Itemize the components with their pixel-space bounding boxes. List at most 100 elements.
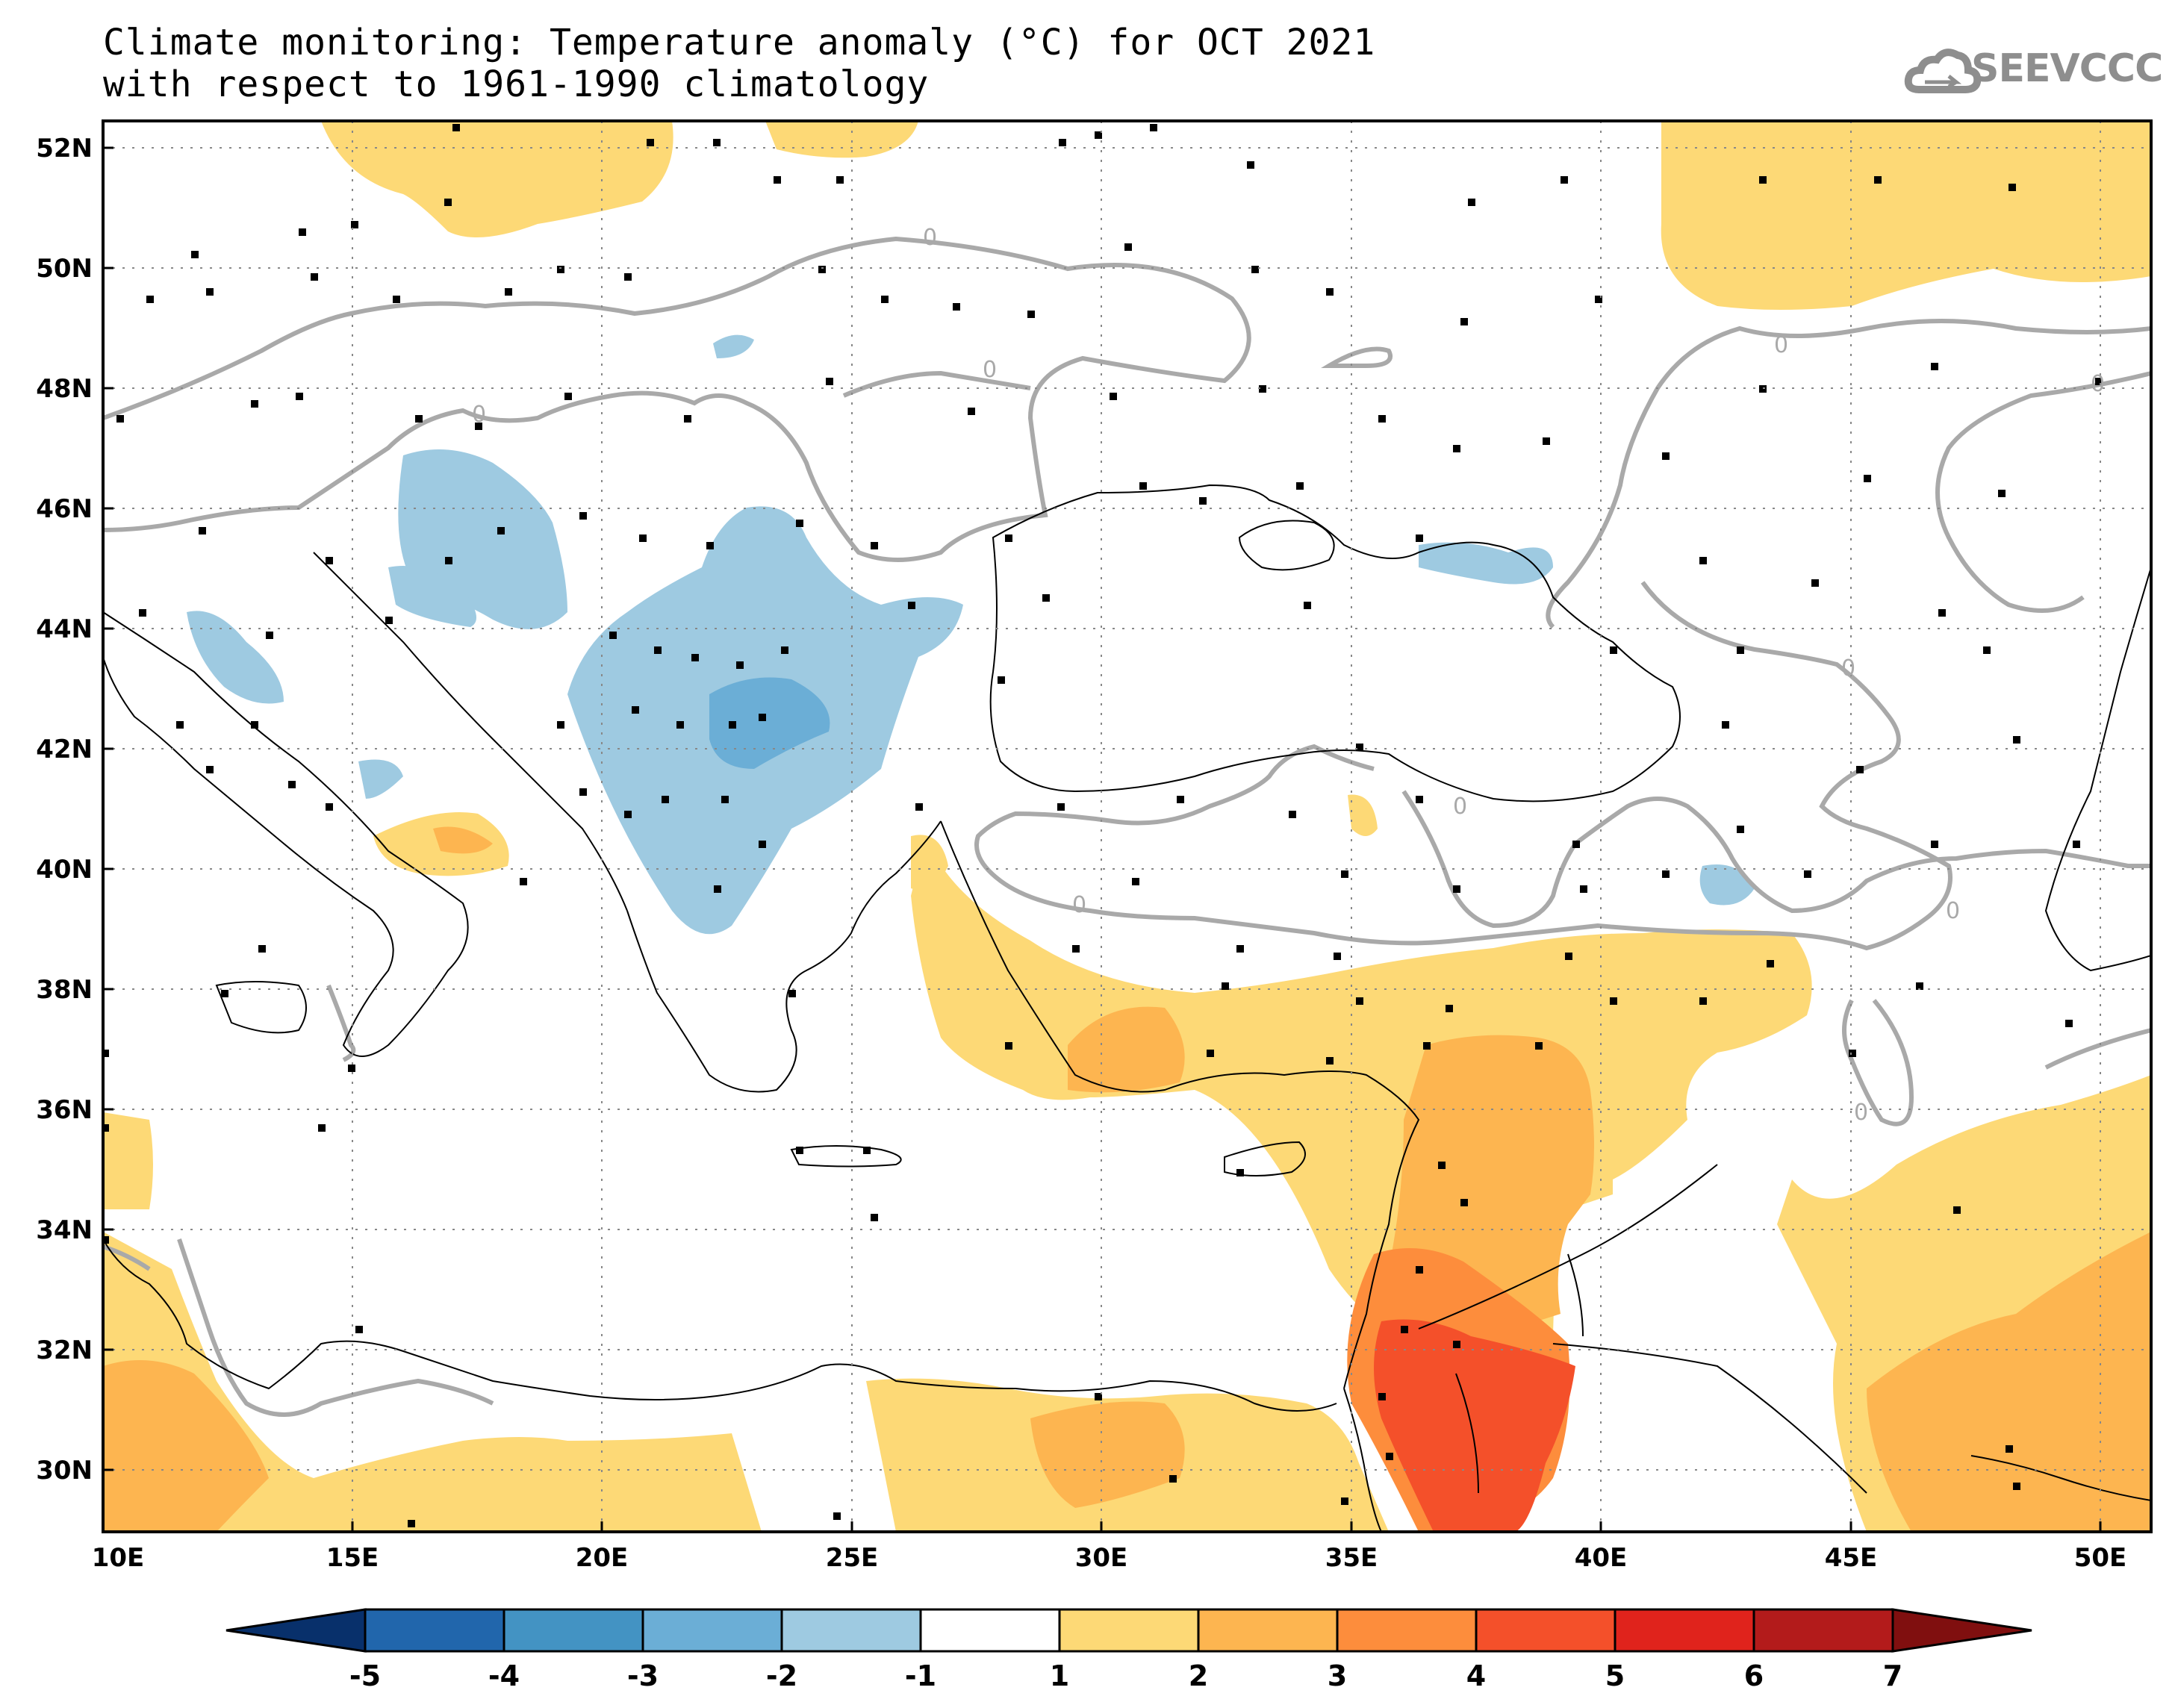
colorbar-box [919, 1608, 1061, 1653]
station-marker [557, 721, 564, 729]
colorbar-box [1197, 1608, 1339, 1653]
station-marker [639, 534, 647, 542]
station-marker [1095, 1393, 1102, 1400]
station-marker [1468, 199, 1475, 206]
station-marker [355, 1326, 363, 1333]
contour-label: 0 [1774, 332, 1788, 358]
station-marker [1446, 1005, 1453, 1012]
crete-coast [790, 1145, 902, 1168]
lon-tick-label: 35E [1325, 1543, 1378, 1573]
station-marker [647, 139, 654, 146]
colorbar-label: 2 [1189, 1659, 1208, 1692]
colorbar [225, 1608, 2032, 1653]
station-marker [1565, 953, 1572, 960]
station-marker [1561, 176, 1568, 184]
greece-coast [626, 820, 942, 1093]
station-marker [788, 990, 796, 997]
station-marker [662, 796, 669, 803]
contour-line [1321, 346, 1393, 368]
station-marker [475, 423, 482, 430]
warm4-region-jordan [1374, 1319, 1575, 1532]
adriatic-coast [313, 552, 628, 911]
cool2-region-serbia [709, 677, 830, 769]
station-marker [968, 408, 975, 415]
station-marker [1699, 997, 1707, 1005]
station-marker [1356, 997, 1363, 1005]
colorbar-arrow-left [225, 1608, 367, 1653]
station-marker [796, 1147, 803, 1154]
contour-label: 0 [1854, 1100, 1868, 1126]
lon-tick-label: 30E [1075, 1543, 1128, 1573]
lat-tick-label: 44N [36, 614, 93, 644]
station-marker [1378, 415, 1386, 423]
station-marker [326, 803, 333, 811]
station-marker [103, 1050, 109, 1057]
station-marker [706, 542, 714, 549]
station-marker [408, 1520, 415, 1527]
station-marker [1953, 1206, 1961, 1214]
station-marker [326, 557, 333, 564]
station-marker [998, 676, 1005, 684]
station-marker [826, 378, 833, 385]
persian-gulf-coast [1970, 1455, 2151, 1501]
station-marker [713, 139, 721, 146]
warm-region-russia [1661, 121, 2151, 310]
station-markers [103, 124, 2103, 1527]
contour-line [842, 370, 1031, 398]
colorbar-label: -2 [766, 1659, 797, 1692]
colorbar-label: -1 [905, 1659, 936, 1692]
station-marker [1580, 885, 1587, 893]
station-marker [1460, 318, 1468, 325]
station-marker [2013, 736, 2020, 744]
station-marker [251, 721, 258, 729]
station-marker [736, 661, 744, 669]
station-marker [1236, 1169, 1244, 1176]
lat-tick-label: 30N [36, 1456, 93, 1486]
contour-line [103, 1244, 151, 1271]
lat-tick-label: 36N [36, 1095, 93, 1125]
station-marker [296, 393, 303, 400]
colorbar-box [641, 1608, 783, 1653]
station-marker [1139, 482, 1147, 490]
colorbar-label: 3 [1328, 1659, 1347, 1692]
station-marker [1610, 646, 1617, 654]
station-marker [1251, 266, 1259, 273]
station-marker [1423, 1042, 1431, 1050]
contour-line [1842, 999, 1914, 1126]
contour-label: 0 [1453, 794, 1467, 820]
longitude-labels: 10E 15E 20E 25E 30E 35E 40E 45E 50E [92, 1543, 2127, 1573]
warm-region-sardinia [103, 1112, 153, 1209]
warm2-region-libya [103, 1360, 269, 1532]
black-sea-coast [989, 484, 1681, 802]
lat-tick-label: 32N [36, 1335, 93, 1365]
station-marker [818, 266, 826, 273]
station-marker [1856, 766, 1864, 773]
contour-label: 0 [2091, 371, 2105, 397]
colorbar-labels: -5 -4 -3 -2 -1 1 2 3 4 5 6 7 [349, 1659, 1902, 1692]
contour-label: 0 [983, 357, 997, 383]
station-marker [351, 221, 358, 228]
warm-spot-turkey [1348, 794, 1378, 836]
gridlines [103, 121, 2151, 1532]
colorbar-label: 1 [1050, 1659, 1069, 1692]
station-marker [206, 288, 214, 296]
lon-tick-label: 20E [576, 1543, 629, 1573]
station-marker [1759, 176, 1767, 184]
station-marker [311, 273, 318, 281]
cool-region-italy [187, 611, 284, 704]
logo-text: SEEVCCC [1971, 46, 2163, 91]
colorbar-arrow-right [1891, 1608, 2032, 1653]
station-marker [445, 557, 452, 564]
colorbar-label: -4 [488, 1659, 520, 1692]
station-marker [654, 646, 662, 654]
station-marker [624, 273, 632, 281]
station-marker [146, 296, 154, 303]
warm-region-north-ukraine [765, 121, 918, 158]
station-marker [299, 228, 306, 236]
station-marker [2073, 841, 2080, 848]
station-marker [1453, 1341, 1460, 1348]
station-marker [176, 721, 184, 729]
anomaly-field: 0 0 0 0 0 0 0 0 0 0 [103, 121, 2151, 1532]
lat-tick-label: 52N [36, 134, 93, 163]
station-marker [1849, 1050, 1856, 1057]
